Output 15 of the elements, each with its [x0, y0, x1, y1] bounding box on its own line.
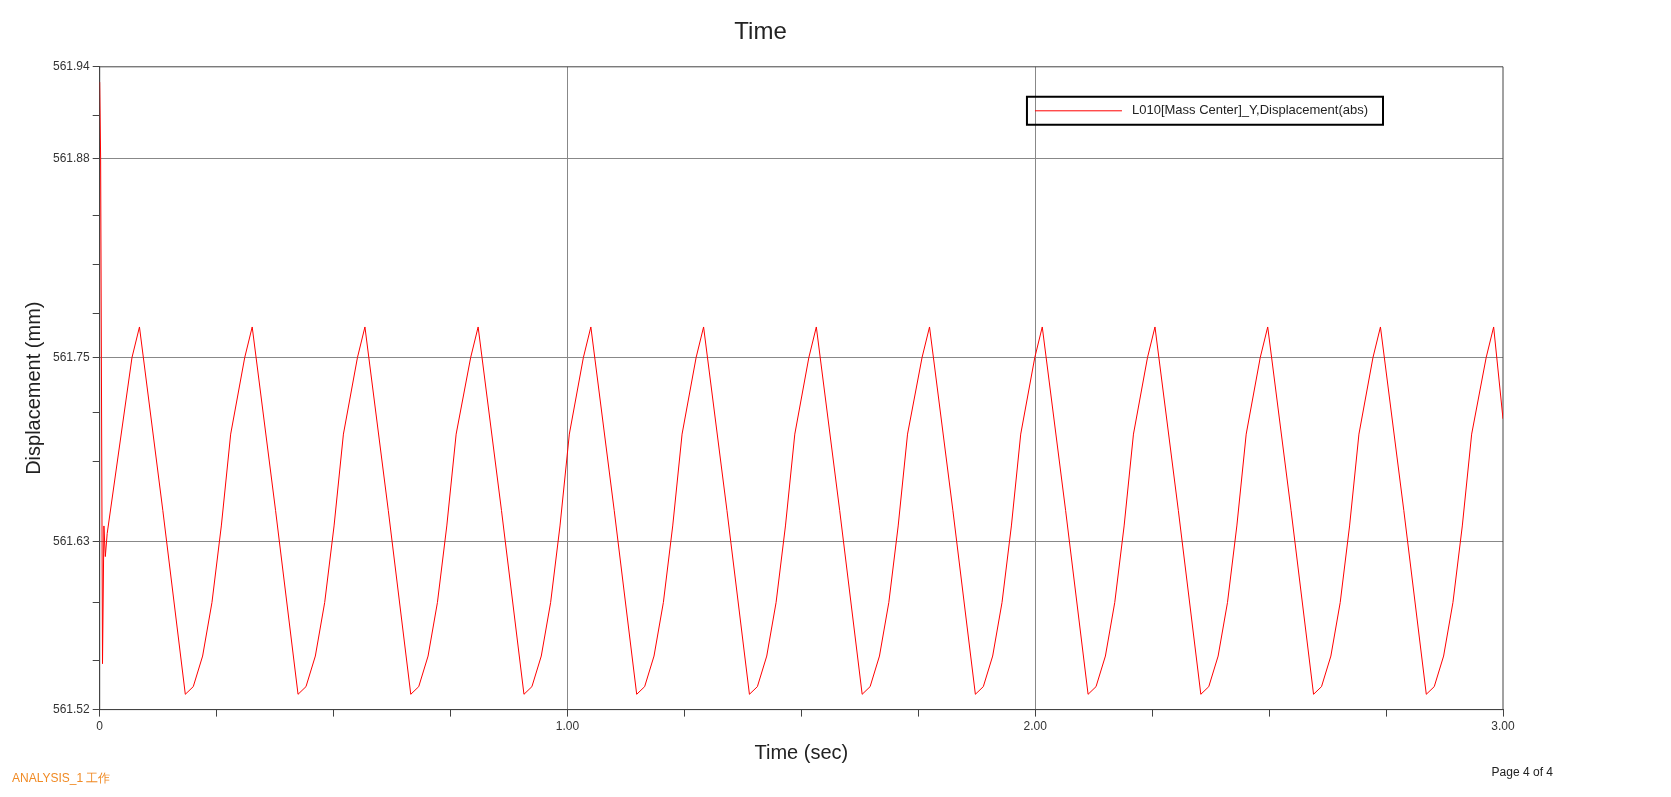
x-tick-label: 0: [96, 719, 104, 734]
x-tick-label: 1.00: [555, 719, 580, 734]
y-tick-label: 561.63: [53, 533, 91, 548]
x-tick-label: 2.00: [1023, 719, 1048, 734]
y-tick-label: 561.75: [53, 349, 91, 364]
text: ANALYSIS_1 工作: [12, 771, 111, 786]
chart-title: Time: [734, 17, 787, 45]
text: L010[Mass Center]_Y,Displacement(abs): [1131, 102, 1368, 118]
x-axis-title: Time (sec): [754, 740, 849, 763]
text: Page 4 of 4: [1491, 765, 1554, 780]
y-tick-label: 561.52: [53, 701, 91, 716]
y-tick-label: 561.88: [53, 150, 91, 165]
x-tick-label: 3.00: [1491, 719, 1515, 734]
y-axis-title: Displacement (mm): [21, 301, 44, 475]
y-tick-label: 561.94: [53, 59, 91, 74]
